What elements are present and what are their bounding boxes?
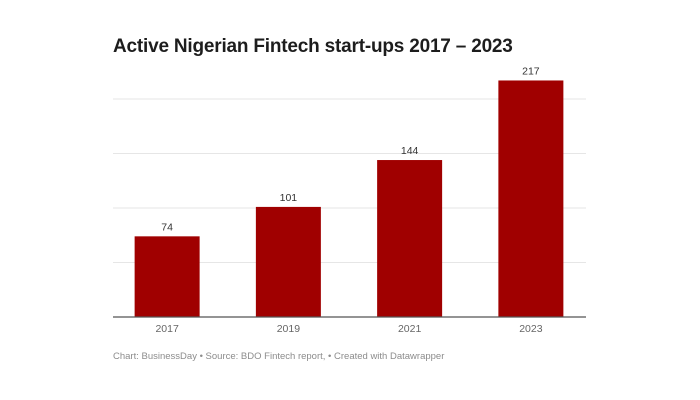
data-label-2023: 217	[522, 65, 540, 77]
x-tick-label-2017: 2017	[155, 323, 179, 335]
data-label-2017: 74	[161, 221, 173, 233]
x-tick-label-2023: 2023	[519, 323, 543, 335]
chart-title: Active Nigerian Fintech start-ups 2017 –…	[113, 36, 513, 57]
data-label-2019: 101	[280, 192, 298, 204]
bar-2021	[377, 160, 443, 317]
bar-2023	[498, 80, 564, 317]
data-label-2021: 144	[401, 145, 419, 157]
bar-2019	[255, 206, 321, 317]
chart-footer: Chart: BusinessDay • Source: BDO Fintech…	[113, 351, 445, 362]
bar-2017	[134, 236, 200, 317]
x-tick-label-2021: 2021	[398, 323, 422, 335]
x-tick-label-2019: 2019	[277, 323, 301, 335]
